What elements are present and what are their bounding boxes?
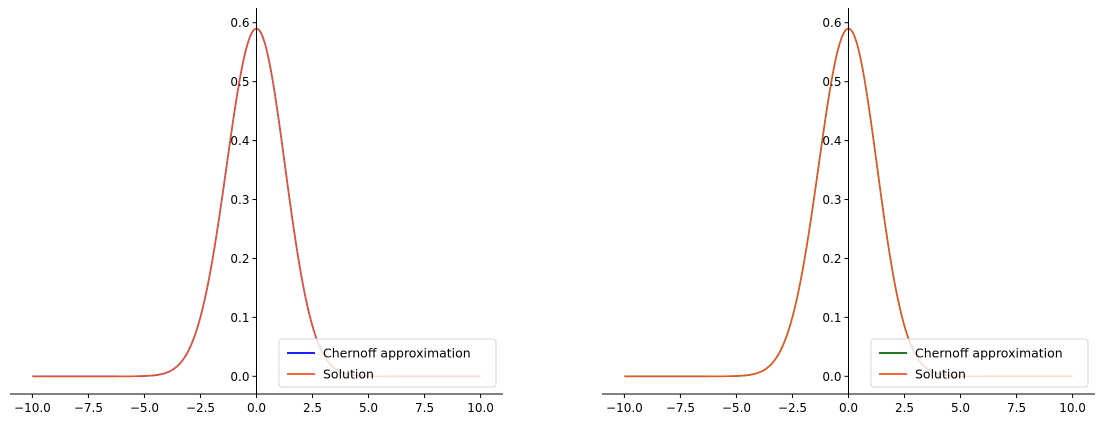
right-x-tick-label: −7.5 — [666, 401, 695, 415]
right-legend-label-chernoff: Chernoff approximation — [915, 346, 1063, 361]
left-y-tick-label: 0.2 — [230, 252, 249, 266]
left-y-tick-label: 0.3 — [230, 193, 249, 207]
left-x-tick-label: 7.5 — [415, 401, 434, 415]
left-y-tick-label: 0.5 — [230, 75, 249, 89]
right-legend-label-solution: Solution — [915, 367, 966, 382]
left-x-tick-label: −2.5 — [186, 401, 215, 415]
right-y-tick-label: 0.1 — [822, 311, 841, 325]
left-x-tick-label: 2.5 — [303, 401, 322, 415]
left-x-tick-label: 0.0 — [247, 401, 266, 415]
right-y-tick-label: 0.0 — [822, 370, 841, 384]
left-y-tick-label: 0.4 — [230, 134, 249, 148]
right-y-tick-label: 0.2 — [822, 252, 841, 266]
right-chart-panel: −10.0 −7.5 −5.0 −2.5 0.0 2.5 5.0 7.5 10.0 0.0 0.1 0… — [602, 8, 1095, 415]
left-legend-label-chernoff: Chernoff approximation — [323, 346, 471, 361]
right-y-tick-label: 0.4 — [822, 134, 841, 148]
left-legend: Chernoff approximation Solution — [278, 338, 497, 388]
left-y-tick-label: 0.1 — [230, 311, 249, 325]
left-x-tick-label: −10.0 — [14, 401, 51, 415]
left-x-tick-label: −5.0 — [130, 401, 159, 415]
left-x-tick-label: −7.5 — [74, 401, 103, 415]
left-y-tick-label: 0.6 — [230, 16, 249, 30]
right-x-tick-label: 10.0 — [1059, 401, 1086, 415]
right-x-tick-label: 7.5 — [1007, 401, 1026, 415]
left-chart-panel: −10.0 −7.5 −5.0 −2.5 0.0 2.5 5.0 7.5 10.0 0.0 0.1 0… — [10, 8, 503, 415]
right-x-tick-label: −5.0 — [722, 401, 751, 415]
right-x-tick-label: 5.0 — [951, 401, 970, 415]
left-y-tick-label: 0.0 — [230, 370, 249, 384]
right-x-tick-label: 0.0 — [839, 401, 858, 415]
left-x-tick-label: 5.0 — [359, 401, 378, 415]
right-y-tick-label: 0.5 — [822, 75, 841, 89]
right-legend-box — [870, 338, 1089, 388]
right-axes-layer: −10.0 −7.5 −5.0 −2.5 0.0 2.5 5.0 7.5 10.0 0.0 0.1 0… — [602, 8, 1095, 415]
right-x-tick-label: −2.5 — [778, 401, 807, 415]
right-legend: Chernoff approximation Solution — [870, 338, 1089, 388]
right-x-tick-label: −10.0 — [606, 401, 643, 415]
left-x-tick-label: 10.0 — [467, 401, 494, 415]
right-x-tick-label: 2.5 — [895, 401, 914, 415]
left-axes-layer: −10.0 −7.5 −5.0 −2.5 0.0 2.5 5.0 7.5 10.0 0.0 0.1 0… — [10, 8, 503, 415]
left-legend-box — [278, 338, 497, 388]
left-legend-label-solution: Solution — [323, 367, 374, 382]
right-y-tick-label: 0.6 — [822, 16, 841, 30]
right-y-tick-label: 0.3 — [822, 193, 841, 207]
